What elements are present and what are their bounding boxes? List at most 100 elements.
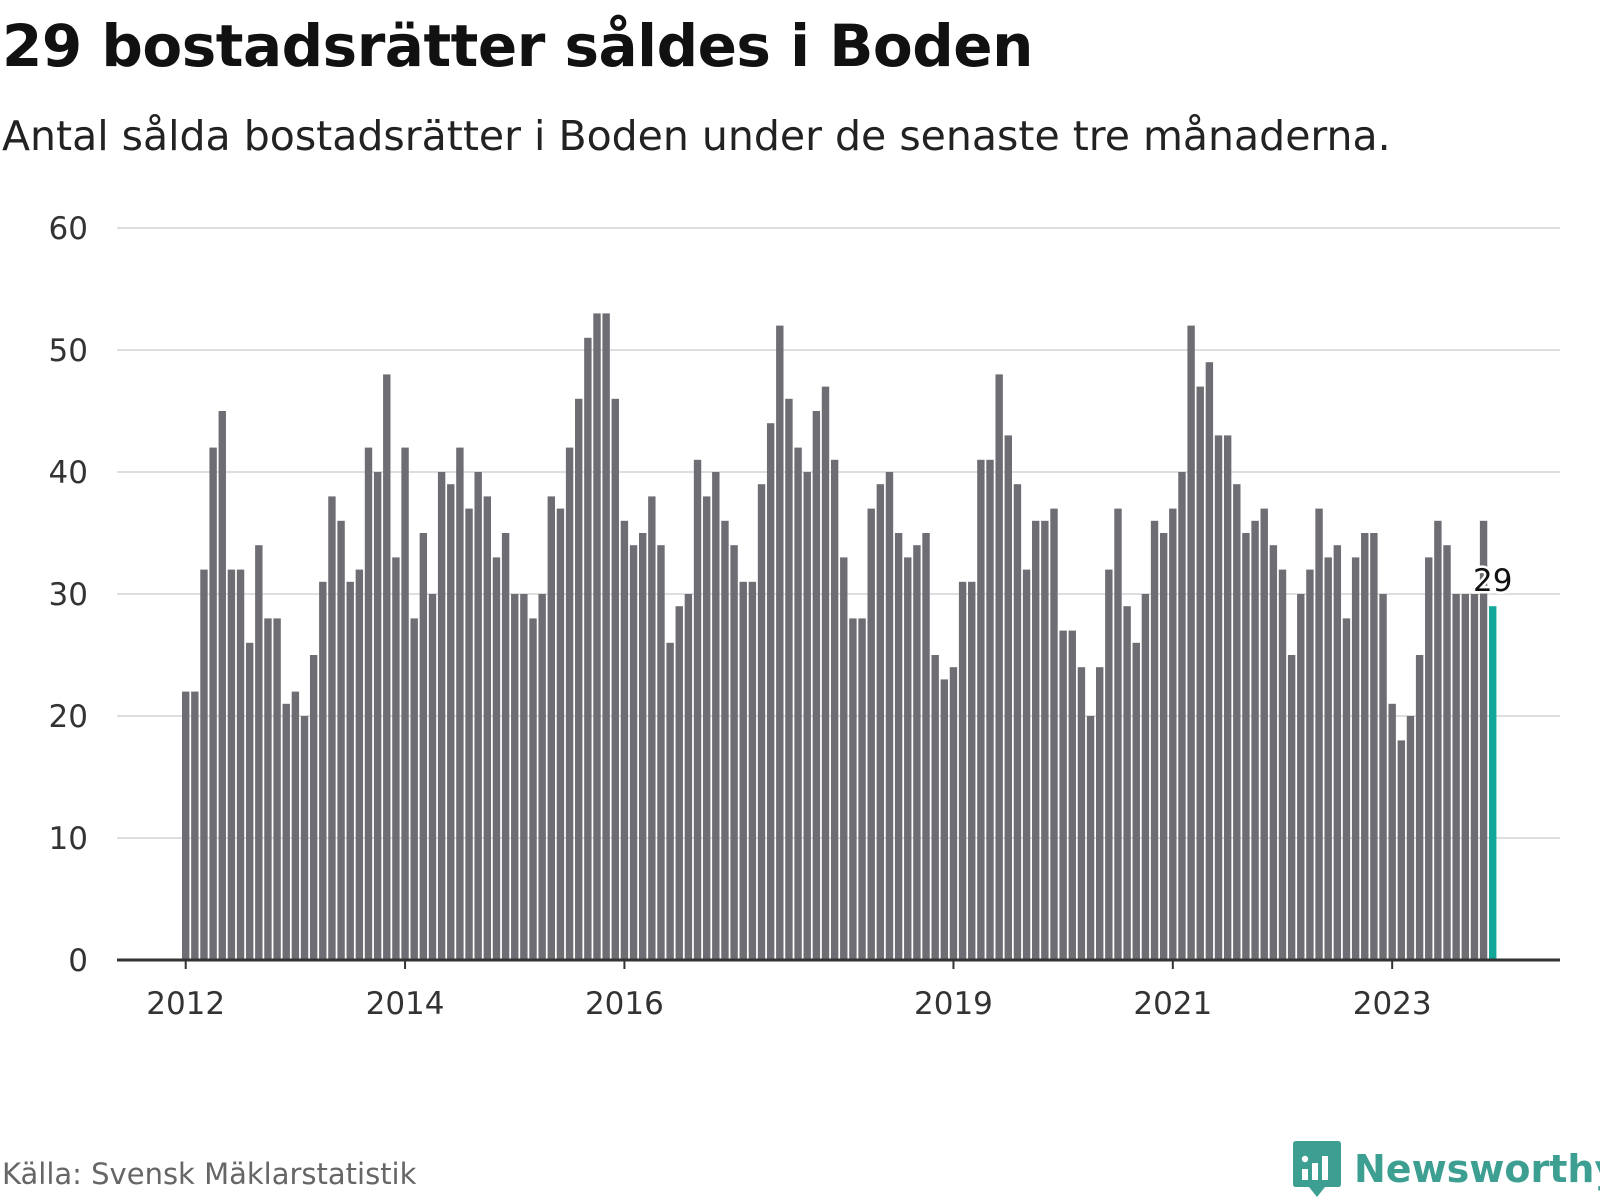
bar	[282, 703, 290, 960]
x-tick-label: 2021	[1133, 986, 1212, 1022]
bar	[428, 594, 437, 960]
bar	[373, 472, 382, 960]
bar	[1415, 655, 1424, 960]
bar	[968, 581, 976, 960]
bar	[821, 386, 830, 961]
y-tick-label: 0	[68, 943, 88, 979]
bar	[648, 496, 656, 960]
bar	[255, 545, 263, 960]
bar	[666, 642, 674, 960]
bar	[1306, 569, 1314, 960]
newsworthy-logo-icon	[1293, 1141, 1341, 1197]
bar	[1351, 557, 1360, 960]
bar	[684, 594, 693, 960]
bar	[1223, 435, 1232, 960]
bar-chart: 0 10 20 30 40 50 60 2012 2014 2016 2019 2021 2023 29	[49, 211, 1560, 1022]
bar	[1242, 533, 1250, 960]
bar	[1159, 533, 1168, 960]
bar	[1132, 642, 1140, 960]
bar	[657, 545, 665, 960]
bar	[364, 447, 373, 961]
bar	[1123, 606, 1131, 960]
bar	[931, 655, 939, 960]
bar	[593, 313, 601, 960]
bar	[794, 447, 802, 961]
bar	[1370, 533, 1378, 960]
bar	[1004, 435, 1012, 960]
bar	[1379, 594, 1387, 960]
bar	[337, 520, 345, 960]
bar	[191, 691, 199, 960]
bar	[1461, 594, 1469, 960]
bar	[1169, 508, 1177, 960]
chart-subtitle: Antal sålda bostadsrätter i Boden under …	[2, 112, 1391, 160]
bar	[620, 520, 629, 960]
bar	[1287, 655, 1296, 960]
bar	[1278, 569, 1287, 960]
bar	[958, 581, 967, 960]
x-tick-label: 2023	[1353, 986, 1432, 1022]
bar	[1388, 703, 1396, 960]
bar	[419, 533, 428, 960]
bar	[465, 508, 473, 960]
bar	[1022, 569, 1031, 960]
bar	[1324, 557, 1332, 960]
bar	[1406, 716, 1415, 960]
bar	[803, 472, 811, 960]
y-tick-label: 30	[49, 577, 88, 613]
x-tick-label: 2012	[146, 986, 225, 1022]
bar	[1096, 667, 1104, 960]
bar	[1425, 557, 1433, 960]
y-tick-label: 20	[49, 699, 88, 735]
bar	[629, 545, 638, 960]
bar	[1105, 569, 1113, 960]
bar	[319, 581, 327, 960]
bar	[1068, 630, 1076, 960]
bar	[949, 667, 958, 960]
bar	[447, 484, 455, 960]
source-note: Källa: Svensk Mäklarstatistik	[2, 1157, 417, 1191]
bar	[529, 618, 537, 960]
bar	[227, 569, 236, 960]
bar	[1233, 484, 1241, 960]
bar	[328, 496, 336, 960]
bar	[1141, 594, 1150, 960]
bar	[492, 557, 501, 960]
bar	[675, 606, 683, 960]
y-tick-label: 60	[49, 211, 88, 247]
bar	[995, 374, 1003, 960]
x-tick-label: 2014	[366, 986, 445, 1022]
bar	[1260, 508, 1268, 960]
bar	[1077, 667, 1086, 960]
highlight-data-label: 29	[1473, 563, 1512, 599]
bar	[894, 533, 903, 960]
y-tick-label: 10	[49, 821, 88, 857]
bar	[885, 472, 894, 960]
bar	[986, 459, 994, 960]
bar	[236, 569, 245, 960]
bar	[940, 679, 949, 960]
bar	[812, 411, 821, 960]
bar	[840, 557, 848, 960]
bar	[1041, 520, 1049, 960]
bar	[547, 496, 555, 960]
bar	[273, 618, 281, 960]
bar	[483, 496, 492, 960]
bar	[830, 459, 839, 960]
bar	[300, 716, 309, 960]
bar	[1059, 630, 1067, 960]
bar	[702, 496, 711, 960]
bar	[602, 313, 610, 960]
bar	[1479, 520, 1488, 960]
bar	[437, 472, 446, 960]
bar	[200, 569, 208, 960]
bar	[346, 581, 354, 960]
bar	[611, 398, 619, 960]
bar	[1342, 618, 1351, 960]
bar	[392, 557, 400, 960]
bar	[1434, 520, 1442, 960]
bar	[757, 484, 766, 960]
bar	[693, 459, 702, 960]
bar	[520, 594, 528, 960]
bar	[291, 691, 300, 960]
